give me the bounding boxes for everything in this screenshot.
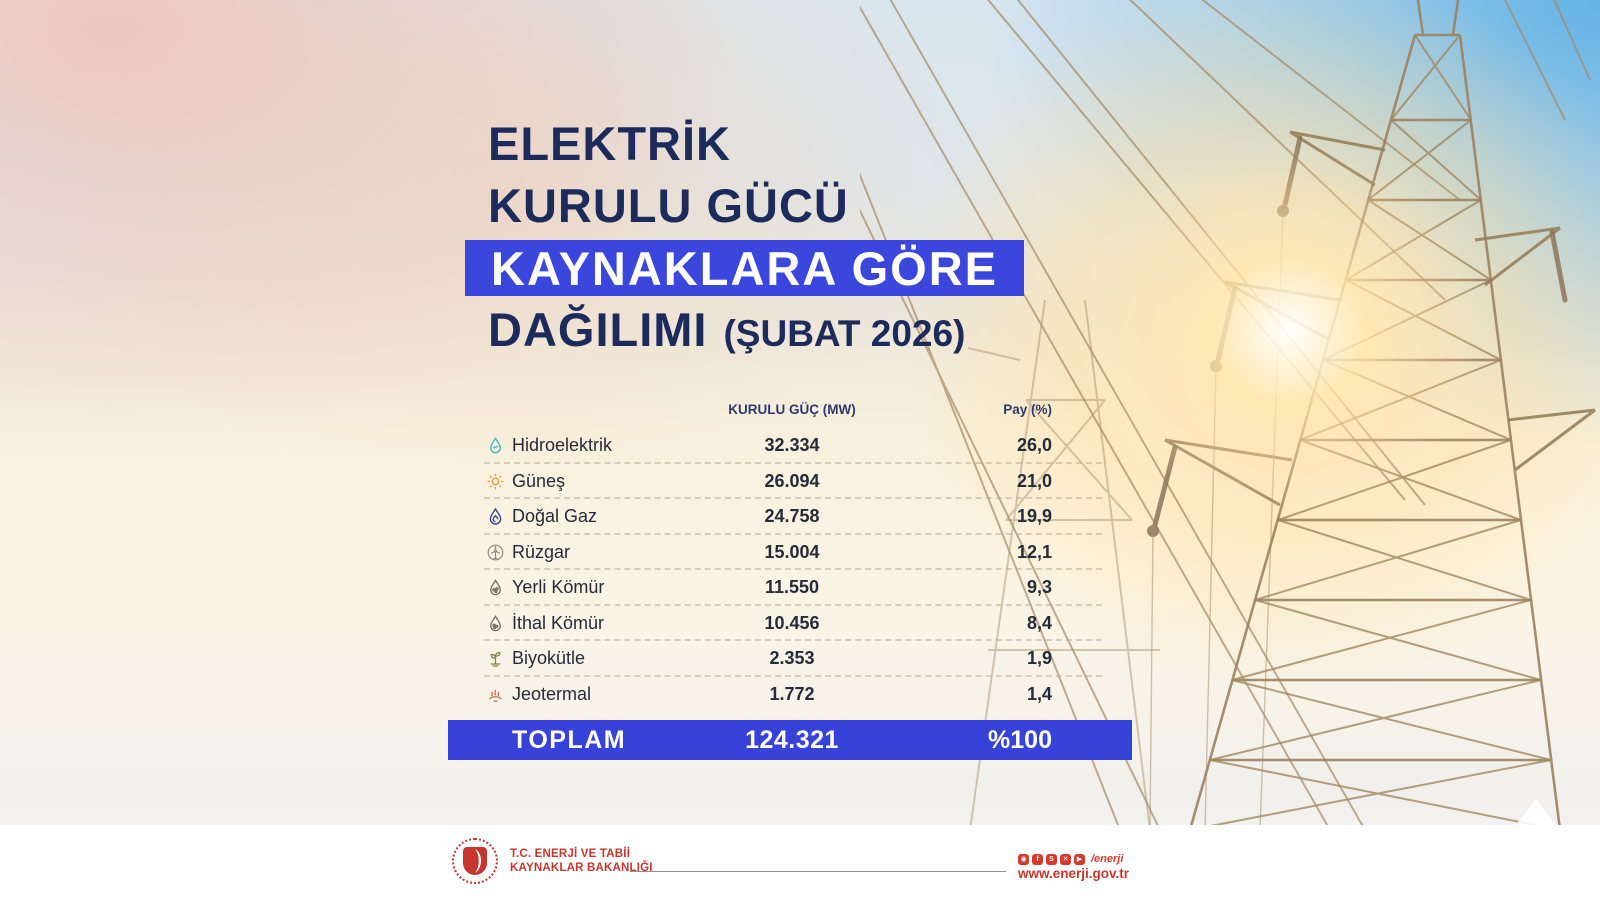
x-icon[interactable]: ✕: [1060, 853, 1071, 865]
footer-peak-decoration: [1516, 799, 1556, 825]
ministry-name: T.C. ENERJİ VE TABİİ KAYNAKLAR BAKANLIĞI: [510, 847, 653, 875]
domestic-coal-icon: [448, 578, 512, 597]
column-header-capacity: KURULU GÜÇ (MW): [728, 401, 856, 417]
source-label: İthal Kömür: [512, 612, 605, 633]
share-value: 1,9: [1026, 648, 1052, 669]
share-value: 1,4: [1026, 683, 1052, 704]
capacity-table: KURULU GÜÇ (MW) Pay (%) Hidroelektrik 32…: [448, 396, 1132, 760]
table-row-wind: Rüzgar 15.004 12,1: [448, 535, 1132, 571]
table-row-solar: Güneş 26.094 21,0: [448, 464, 1132, 500]
table-header: KURULU GÜÇ (MW) Pay (%): [448, 396, 1132, 422]
imported-coal-icon: [448, 614, 512, 633]
ministry-name-line1: T.C. ENERJİ VE TABİİ: [510, 848, 631, 860]
title-line-4: DAĞILIMI (ŞUBAT 2026): [488, 302, 1024, 362]
solar-icon: [448, 472, 512, 491]
table-row-biomass: Biyokütle 2.353 1,9: [448, 641, 1132, 677]
social-links: ◉ f S ✕ ▶ /enerji: [1018, 853, 1123, 865]
title-dagilimi: DAĞILIMI: [488, 303, 708, 356]
source-label: Jeotermal: [512, 683, 592, 704]
ministry-logo: [452, 838, 498, 884]
share-value: 21,0: [1016, 470, 1052, 491]
ministry-emblem-icon: [463, 847, 487, 875]
total-capacity: 124.321: [745, 725, 839, 754]
title-line-2: KURULU GÜCÜ: [488, 179, 849, 232]
instagram-icon[interactable]: ◉: [1018, 853, 1029, 865]
share-value: 26,0: [1016, 435, 1052, 456]
capacity-value: 24.758: [764, 506, 820, 527]
footer-band: [0, 825, 1600, 900]
table-row-domestic-coal: Yerli Kömür 11.550 9,3: [448, 570, 1132, 606]
title-line-1: ELEKTRİK: [488, 117, 731, 170]
page-title: ELEKTRİK KURULU GÜCÜ KAYNAKLARA GÖRE DAĞ…: [465, 116, 1024, 368]
hydro-icon: [448, 436, 512, 455]
source-label: Güneş: [512, 470, 566, 491]
share-value: 9,3: [1026, 577, 1052, 598]
total-row: TOPLAM 124.321 %100: [448, 720, 1132, 760]
biomass-icon: [448, 649, 512, 668]
column-header-share: Pay (%): [1003, 401, 1052, 417]
table-rows: Hidroelektrik 32.334 26,0 Güneş 26.094 2…: [448, 422, 1132, 712]
wind-icon: [448, 543, 512, 562]
total-label: TOPLAM: [512, 725, 627, 754]
source-label: Hidroelektrik: [512, 435, 613, 456]
table-row-geothermal: Jeotermal 1.772 1,4: [448, 677, 1132, 713]
capacity-value: 32.334: [764, 435, 820, 456]
footer-divider: [630, 871, 1006, 872]
source-label: Yerli Kömür: [512, 577, 605, 598]
table-row-hydro: Hidroelektrik 32.334 26,0: [448, 428, 1132, 464]
total-share: %100: [988, 725, 1052, 754]
website-url[interactable]: www.enerji.gov.tr: [1018, 866, 1130, 881]
title-line-3-highlight: KAYNAKLARA GÖRE: [465, 240, 1024, 296]
source-label: Rüzgar: [512, 541, 571, 562]
youtube-icon[interactable]: ▶: [1074, 853, 1085, 865]
table-row-imported-coal: İthal Kömür 10.456 8,4: [448, 606, 1132, 642]
social-handle: /enerji: [1091, 853, 1124, 865]
title-period: (ŞUBAT 2026): [723, 313, 966, 354]
share-value: 19,9: [1016, 506, 1052, 527]
geothermal-icon: [448, 685, 512, 704]
capacity-value: 26.094: [764, 470, 820, 491]
capacity-value: 10.456: [764, 612, 820, 633]
share-value: 12,1: [1016, 541, 1052, 562]
capacity-value: 1.772: [769, 683, 815, 704]
source-label: Doğal Gaz: [512, 506, 598, 527]
capacity-value: 2.353: [769, 648, 815, 669]
source-label: Biyokütle: [512, 648, 586, 669]
share-value: 8,4: [1026, 612, 1052, 633]
natural-gas-icon: [448, 507, 512, 526]
facebook-icon[interactable]: f: [1032, 853, 1043, 865]
table-row-gas: Doğal Gaz 24.758 19,9: [448, 499, 1132, 535]
capacity-value: 11.550: [764, 577, 820, 598]
ministry-name-line2: KAYNAKLAR BAKANLIĞI: [510, 862, 653, 874]
capacity-value: 15.004: [764, 541, 820, 562]
spotify-icon[interactable]: S: [1046, 853, 1057, 865]
